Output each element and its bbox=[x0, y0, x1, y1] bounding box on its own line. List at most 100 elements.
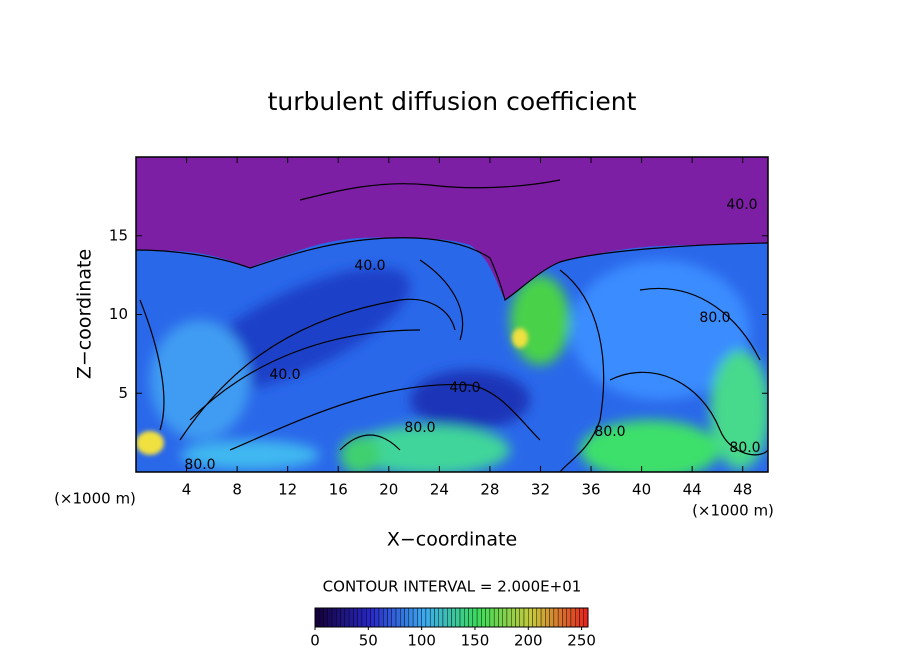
colorbar-band bbox=[387, 607, 392, 628]
x-tick-label: 32 bbox=[531, 481, 550, 499]
colorbar-band bbox=[314, 607, 320, 628]
colorbar-band bbox=[553, 607, 559, 628]
colorbar-tick-label: 200 bbox=[514, 632, 543, 650]
colorbar-band bbox=[515, 607, 520, 628]
colorbar: 0 50 100 150 200 250 bbox=[310, 607, 596, 650]
colorbar-band bbox=[434, 607, 439, 628]
colorbar-band bbox=[511, 607, 516, 628]
colorbar-band bbox=[361, 607, 367, 628]
colorbar-band bbox=[425, 607, 431, 628]
colorbar-band bbox=[451, 607, 456, 628]
colorbar-band bbox=[438, 607, 444, 628]
colorbar-tick-label: 150 bbox=[461, 632, 490, 650]
colorbar-band bbox=[502, 607, 508, 628]
colorbar-band bbox=[327, 607, 333, 628]
colorbar-band bbox=[545, 607, 550, 628]
colorbar-band bbox=[481, 607, 486, 628]
chart-title: turbulent diffusion coefficient bbox=[268, 87, 637, 116]
contour-label: 40.0 bbox=[354, 258, 385, 274]
colorbar-band bbox=[570, 607, 576, 628]
x-tick-label: 12 bbox=[278, 481, 297, 499]
colorbar-band bbox=[383, 607, 388, 628]
colorbar-band bbox=[557, 607, 563, 628]
y-tick-label: 5 bbox=[118, 384, 128, 402]
x-tick-label: 28 bbox=[480, 481, 499, 499]
colorbar-tick-label: 50 bbox=[359, 632, 378, 650]
colorbar-band bbox=[391, 607, 397, 628]
colorbar-tick-label: 0 bbox=[310, 632, 320, 650]
colorbar-tick-label: 250 bbox=[567, 632, 596, 650]
contour-label: 80.0 bbox=[729, 440, 760, 456]
y-axis-label: Z−coordinate bbox=[74, 249, 96, 379]
colorbar-band bbox=[528, 607, 533, 628]
colorbar-band bbox=[464, 607, 469, 628]
colorbar-band bbox=[532, 607, 538, 628]
colorbar-band bbox=[536, 607, 542, 628]
colorbar-band bbox=[523, 607, 529, 628]
colorbar-band bbox=[472, 607, 478, 628]
colorbar-band bbox=[370, 607, 375, 628]
x-tick-label: 48 bbox=[733, 481, 752, 499]
contour-label: 80.0 bbox=[699, 310, 730, 326]
colorbar-band bbox=[583, 607, 589, 628]
y-tick-label: 10 bbox=[109, 305, 128, 323]
x-tick-label: 20 bbox=[379, 481, 398, 499]
colorbar-band bbox=[468, 607, 474, 628]
colorbar-band bbox=[549, 607, 555, 628]
colorbar-band bbox=[459, 607, 465, 628]
contour-label: 40.0 bbox=[726, 197, 757, 213]
colorbar-band bbox=[566, 607, 572, 628]
x-unit-label: (×1000 m) bbox=[54, 490, 136, 508]
colorbar-band bbox=[429, 607, 435, 628]
x-unit-label: (×1000 m) bbox=[692, 502, 774, 520]
contour-label: 80.0 bbox=[404, 420, 435, 436]
y-tick-label: 15 bbox=[109, 226, 128, 244]
colorbar-band bbox=[374, 607, 380, 628]
colorbar-frame bbox=[314, 607, 589, 628]
colorbar-band bbox=[353, 607, 358, 628]
colorbar-band bbox=[348, 607, 354, 628]
x-tick-label: 4 bbox=[182, 481, 192, 499]
colorbar-band bbox=[540, 607, 546, 628]
colorbar-band bbox=[417, 607, 422, 628]
colorbar-band bbox=[395, 607, 401, 628]
colorbar-band bbox=[489, 607, 495, 628]
colorbar-band bbox=[331, 607, 337, 628]
colorbar-band bbox=[357, 607, 363, 628]
contour-label: 40.0 bbox=[269, 367, 300, 383]
contour-label: 80.0 bbox=[594, 424, 625, 440]
colorbar-band bbox=[344, 607, 350, 628]
colorbar-band bbox=[476, 607, 482, 628]
x-tick-label: 16 bbox=[329, 481, 348, 499]
colorbar-band bbox=[319, 607, 324, 628]
colorbar-band bbox=[336, 607, 341, 628]
colorbar-band bbox=[400, 607, 405, 628]
colorbar-band bbox=[498, 607, 503, 628]
colorbar-band bbox=[493, 607, 499, 628]
contour-label: 40.0 bbox=[449, 380, 480, 396]
field bbox=[136, 157, 768, 472]
colorbar-band bbox=[404, 607, 410, 628]
x-tick-label: 44 bbox=[683, 481, 702, 499]
colorbar-band bbox=[323, 607, 328, 628]
colorbar-band bbox=[378, 607, 384, 628]
contour-interval: CONTOUR INTERVAL = 2.000E+01 bbox=[323, 578, 582, 596]
colorbar-band bbox=[485, 607, 491, 628]
x-tick-label: 24 bbox=[430, 481, 449, 499]
colorbar-band bbox=[519, 607, 525, 628]
colorbar-band bbox=[579, 607, 584, 628]
colorbar-band bbox=[412, 607, 418, 628]
contour-label: 80.0 bbox=[184, 457, 215, 473]
x-axis-label: X−coordinate bbox=[387, 529, 517, 551]
colorbar-band bbox=[408, 607, 414, 628]
colorbar-band bbox=[421, 607, 427, 628]
colorbar-band bbox=[455, 607, 461, 628]
x-tick-label: 8 bbox=[232, 481, 242, 499]
colorbar-band bbox=[340, 607, 346, 628]
colorbar-band bbox=[447, 607, 452, 628]
x-tick-label: 40 bbox=[632, 481, 651, 499]
colorbar-band bbox=[506, 607, 512, 628]
x-tick-label: 36 bbox=[581, 481, 600, 499]
colorbar-band bbox=[365, 607, 371, 628]
